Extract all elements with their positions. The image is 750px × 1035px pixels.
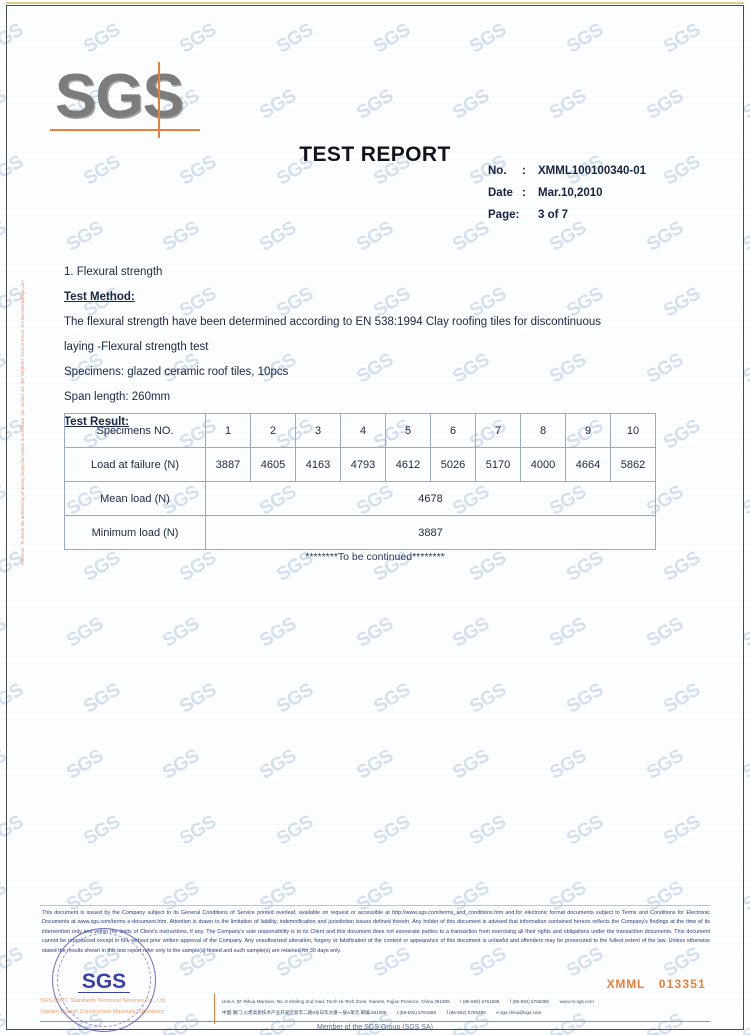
test-method-line-1: The flexural strength have been determin… — [64, 316, 601, 328]
table-row-minimum-load: Minimum load (N) 3887 — [64, 515, 656, 550]
sgs-logo-text: SGS — [55, 62, 184, 131]
meta-date-label: Date — [488, 187, 513, 199]
specimens-line: Specimens: glazed ceramic roof tiles, 10… — [64, 366, 289, 378]
order-number: XMML 013351 — [607, 977, 706, 991]
footer-email-label: e — [496, 1010, 499, 1015]
footer-fax-label-en: f — [509, 999, 512, 1004]
footer-member-line: Member of the SGS Group (SGS SA) — [317, 1024, 433, 1031]
cell-specimen-no: 6 — [430, 413, 476, 448]
logo-horizontal-rule — [50, 129, 200, 131]
cell-load-at-failure: 4793 — [340, 447, 386, 482]
footer-address-block: Unit A, 5F Rihua Mansion, No. 8 Xinfeng … — [222, 996, 594, 1018]
cell-specimen-no: 2 — [250, 413, 296, 448]
footer-fax-value-en: (86-592) 5765380 — [512, 999, 549, 1004]
meta-no-colon: : — [522, 165, 526, 177]
footer-tel-value-cn: (86-592) 5761588 — [399, 1010, 437, 1015]
cell-specimen-no: 5 — [385, 413, 431, 448]
cell-load-at-failure: 5862 — [610, 447, 656, 482]
meta-row-date: Date : Mar.10,2010 — [488, 187, 646, 199]
report-body: 1. Flexural strength Test Method: The fl… — [64, 260, 664, 435]
stamp-center-text: SGS — [81, 970, 127, 993]
cell-load-at-failure: 5026 — [430, 447, 476, 482]
meta-page-value: 3 of 7 — [538, 209, 569, 221]
cell-load-at-failure: 4000 — [520, 447, 566, 482]
logo-vertical-rule — [158, 62, 160, 138]
footer-address-row-cn: 中国·厦门·火炬高新技术产业开发区新丰二路8号日华大厦一层A单元 邮编:3610… — [222, 1007, 594, 1018]
authenticity-side-note: Attention: To check the authenticity of … — [20, 280, 25, 565]
cell-label-minimum: Minimum load (N) — [64, 515, 206, 550]
sgs-logo: SGS — [50, 62, 235, 146]
to-be-continued-note: ********To be continued******** — [305, 551, 445, 563]
report-meta: No. : XMML100100340-01 Date : Mar.10,201… — [488, 165, 646, 231]
table-row-specimen-numbers: Specimens NO. 1 2 3 4 5 6 7 8 9 10 — [64, 413, 656, 448]
meta-page-label: Page: — [488, 209, 520, 221]
page-top-accent — [6, 2, 744, 4]
order-number-value: 013351 — [658, 977, 706, 991]
cell-specimen-no: 1 — [205, 413, 251, 448]
footer-vertical-rule — [214, 994, 215, 1024]
footer-website[interactable]: www.cn.sgs.com — [559, 999, 594, 1004]
footer-divider-rule — [40, 905, 710, 906]
footer-tel-label-en: t — [460, 999, 462, 1004]
footer-fax-label-cn: f — [446, 1010, 448, 1015]
cell-value-minimum: 3887 — [205, 515, 656, 550]
span-length-line: Span length: 260mm — [64, 391, 171, 403]
footer-company-line-1: SGS-CSTC Standards Technical Services Co… — [40, 998, 167, 1004]
table-row-load-at-failure: Load at failure (N) 3887 4605 4163 4793 4612… — [64, 447, 656, 482]
meta-row-page: Page: 3 of 7 — [488, 209, 646, 221]
footer-address-row-en: Unit A, 5F Rihua Mansion, No. 8 Xinfeng … — [222, 996, 594, 1007]
cell-label-load: Load at failure (N) — [64, 447, 206, 482]
cell-load-at-failure: 4605 — [250, 447, 296, 482]
order-number-prefix: XMML — [606, 977, 646, 991]
cell-label-mean: Mean load (N) — [64, 481, 206, 516]
cell-load-at-failure: 5170 — [475, 447, 521, 482]
stamp-underline — [78, 992, 130, 994]
cell-value-mean: 4678 — [205, 481, 656, 516]
footer-accent-rule — [40, 1021, 710, 1022]
footer-address-cn: 中国·厦门·火炬高新技术产业开发区新丰二路8号日华大厦一层A单元 邮编:3610… — [222, 1010, 387, 1015]
table-row-mean-load: Mean load (N) 4678 — [64, 481, 656, 516]
footer-company-line-2: Xiamen Branch Construction Materials Lab… — [40, 1009, 164, 1015]
footer-email-value[interactable]: sgs.china@sgs.com — [500, 1010, 542, 1015]
meta-no-label: No. — [488, 165, 507, 177]
meta-date-value: Mar.10,2010 — [538, 187, 603, 199]
footer-tel-label-cn: t — [396, 1010, 399, 1015]
footer-fax-value-cn: (86-592) 5765380 — [449, 1010, 486, 1015]
test-method-label: Test Method: — [64, 291, 135, 303]
footer-contact-band: SGS-CSTC Standards Technical Services Co… — [40, 994, 710, 1030]
section-heading: 1. Flexural strength — [64, 266, 163, 278]
cell-specimen-no: 8 — [520, 413, 566, 448]
footer-tel-value-en: (86-592) 5761588 — [462, 999, 500, 1004]
cell-specimen-no: 3 — [295, 413, 341, 448]
cell-specimen-no: 7 — [475, 413, 521, 448]
cell-load-at-failure: 3887 — [205, 447, 251, 482]
cell-label-specimens: Specimens NO. — [64, 413, 206, 448]
legal-disclaimer: This document is issued by the Company s… — [42, 910, 710, 954]
cell-specimen-no: 4 — [340, 413, 386, 448]
footer-address-en: Unit A, 5F Rihua Mansion, No. 8 Xinfeng … — [222, 999, 450, 1004]
test-result-table: Specimens NO. 1 2 3 4 5 6 7 8 9 10 Load at failur… — [64, 413, 656, 550]
cell-load-at-failure: 4664 — [565, 447, 611, 482]
test-method-line-2: laying -Flexural strength test — [64, 341, 209, 353]
cell-load-at-failure: 4612 — [385, 447, 431, 482]
meta-no-value: XMML100100340-01 — [538, 165, 647, 177]
cell-specimen-no: 10 — [610, 413, 656, 448]
cell-load-at-failure: 4163 — [295, 447, 341, 482]
page-title: TEST REPORT — [299, 143, 451, 166]
meta-row-no: No. : XMML100100340-01 — [488, 165, 646, 177]
footer-company-name: SGS-CSTC Standards Technical Services Co… — [40, 996, 205, 1018]
meta-date-colon: : — [522, 187, 526, 199]
cell-specimen-no: 9 — [565, 413, 611, 448]
